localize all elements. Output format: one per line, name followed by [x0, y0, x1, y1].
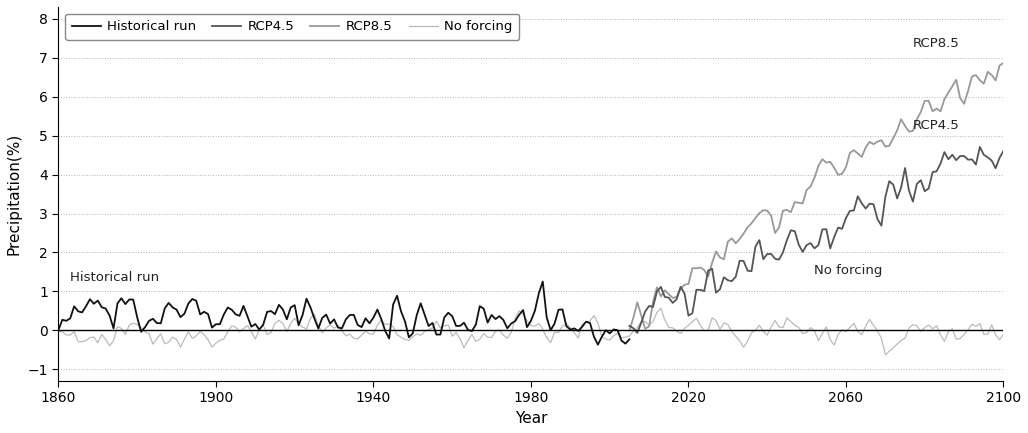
Text: Historical run: Historical run	[70, 271, 159, 284]
Text: RCP4.5: RCP4.5	[913, 119, 960, 132]
X-axis label: Year: Year	[515, 411, 547, 426]
Text: No forcing: No forcing	[814, 264, 883, 277]
Text: RCP8.5: RCP8.5	[913, 37, 960, 50]
Legend: Historical run, RCP4.5, RCP8.5, No forcing: Historical run, RCP4.5, RCP8.5, No forci…	[65, 13, 519, 40]
Y-axis label: Precipitation(%): Precipitation(%)	[7, 133, 22, 255]
